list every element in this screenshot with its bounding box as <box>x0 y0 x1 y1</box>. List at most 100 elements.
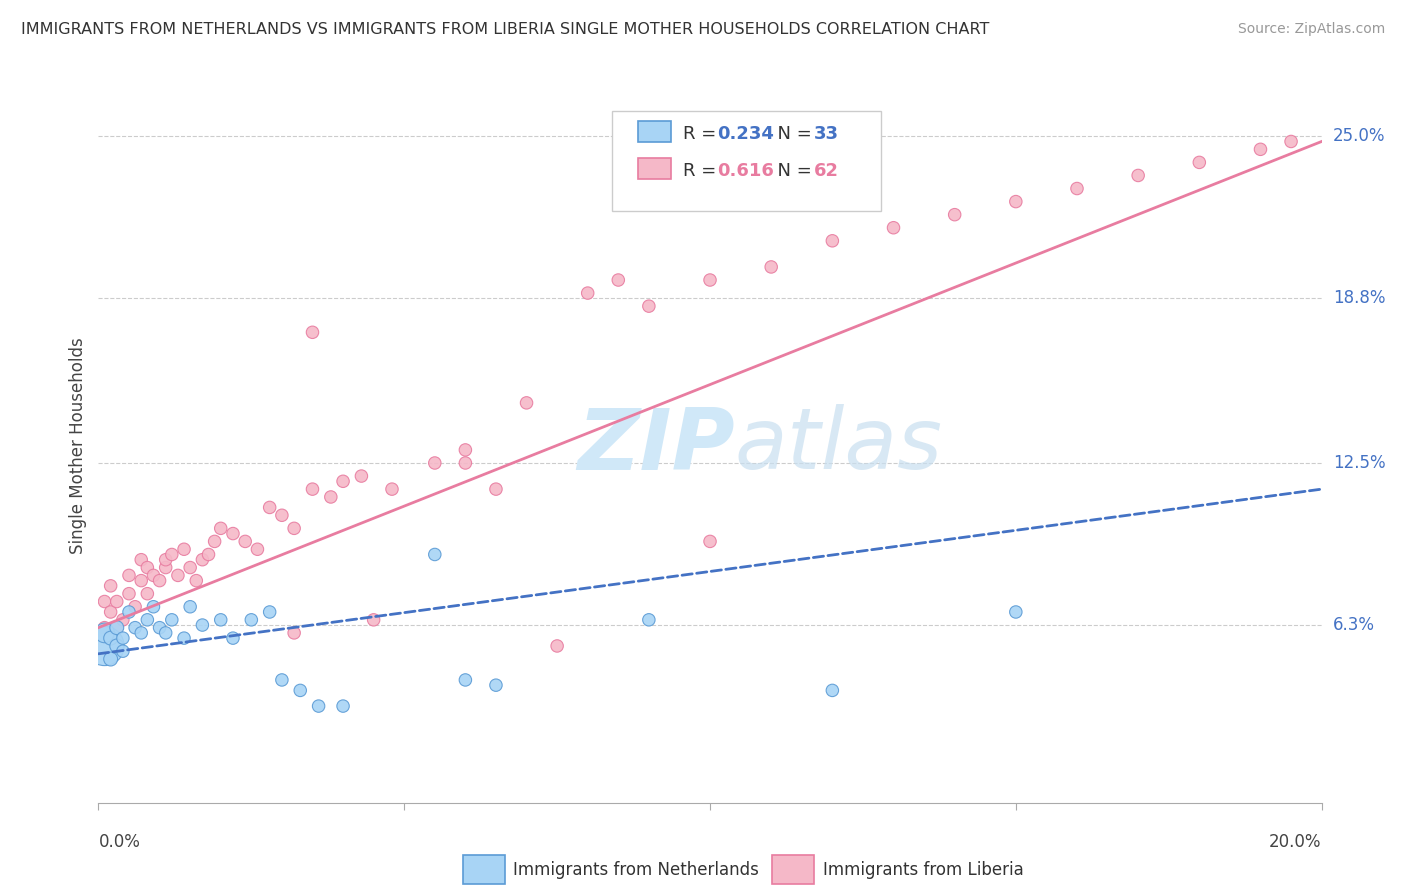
Point <box>301 326 323 340</box>
Point <box>179 560 201 574</box>
Point <box>129 552 152 566</box>
Point <box>186 574 208 588</box>
Text: N =: N = <box>766 125 818 143</box>
Point <box>149 574 172 588</box>
Point <box>637 613 661 627</box>
Point <box>149 621 172 635</box>
Point <box>821 683 844 698</box>
Point <box>332 699 354 714</box>
Point <box>222 526 245 541</box>
Point <box>105 639 128 653</box>
Point <box>1004 605 1026 619</box>
Point <box>485 678 508 692</box>
Point <box>637 299 661 313</box>
Point <box>381 482 404 496</box>
Point <box>607 273 630 287</box>
FancyBboxPatch shape <box>612 111 882 211</box>
Point <box>129 626 152 640</box>
Point <box>142 599 165 614</box>
Point <box>136 613 159 627</box>
Point <box>105 594 128 608</box>
Point <box>1249 142 1271 156</box>
Point <box>233 534 256 549</box>
Text: R =: R = <box>683 162 723 180</box>
Point <box>290 683 312 698</box>
Point <box>332 475 354 489</box>
Point <box>259 500 281 515</box>
Point <box>423 548 446 562</box>
Point <box>319 490 342 504</box>
Point <box>209 613 232 627</box>
Point <box>173 631 195 645</box>
Point <box>160 613 183 627</box>
Text: 18.8%: 18.8% <box>1333 289 1385 308</box>
Point <box>699 273 721 287</box>
Y-axis label: Single Mother Households: Single Mother Households <box>69 338 87 554</box>
Point <box>821 234 844 248</box>
Text: 62: 62 <box>814 162 839 180</box>
Text: 0.616: 0.616 <box>717 162 775 180</box>
Point <box>173 542 195 557</box>
Point <box>142 568 165 582</box>
Text: 0.234: 0.234 <box>717 125 775 143</box>
Point <box>204 534 226 549</box>
Point <box>118 605 141 619</box>
Point <box>105 621 128 635</box>
Text: 33: 33 <box>814 125 839 143</box>
Point <box>118 568 141 582</box>
Point <box>259 605 281 619</box>
Text: 20.0%: 20.0% <box>1270 833 1322 851</box>
Point <box>222 631 245 645</box>
Point <box>301 482 323 496</box>
Text: 6.3%: 6.3% <box>1333 616 1375 634</box>
Point <box>1004 194 1026 209</box>
Point <box>246 542 269 557</box>
Point <box>308 699 330 714</box>
Point <box>93 639 115 653</box>
Point <box>191 618 214 632</box>
Point <box>124 621 146 635</box>
Point <box>100 652 122 666</box>
Point <box>179 599 201 614</box>
Point <box>423 456 446 470</box>
Point <box>943 208 966 222</box>
Point <box>111 644 134 658</box>
Point <box>454 673 477 687</box>
Point <box>93 594 115 608</box>
Point <box>1188 155 1211 169</box>
Point <box>100 631 122 645</box>
Point <box>363 613 385 627</box>
Point <box>283 626 305 640</box>
Text: atlas: atlas <box>734 404 942 488</box>
Point <box>209 521 232 535</box>
Point <box>516 396 538 410</box>
Text: ZIP: ZIP <box>576 404 734 488</box>
Point <box>1279 135 1302 149</box>
Point <box>270 508 292 523</box>
Point <box>167 568 190 582</box>
Point <box>93 621 115 635</box>
Text: R =: R = <box>683 125 723 143</box>
Text: 0.0%: 0.0% <box>98 833 141 851</box>
Point <box>105 621 128 635</box>
Point <box>124 599 146 614</box>
Point <box>160 548 183 562</box>
Text: 12.5%: 12.5% <box>1333 454 1385 472</box>
Point <box>454 456 477 470</box>
Point <box>155 560 177 574</box>
Point <box>155 552 177 566</box>
Point <box>759 260 782 274</box>
Point <box>197 548 219 562</box>
Text: 25.0%: 25.0% <box>1333 128 1385 145</box>
Point <box>136 560 159 574</box>
Text: IMMIGRANTS FROM NETHERLANDS VS IMMIGRANTS FROM LIBERIA SINGLE MOTHER HOUSEHOLDS : IMMIGRANTS FROM NETHERLANDS VS IMMIGRANT… <box>21 22 990 37</box>
Point <box>93 626 115 640</box>
Point <box>1128 169 1150 183</box>
Text: Source: ZipAtlas.com: Source: ZipAtlas.com <box>1237 22 1385 37</box>
Point <box>350 469 373 483</box>
FancyBboxPatch shape <box>638 121 671 142</box>
Point <box>129 574 152 588</box>
Point <box>883 220 905 235</box>
Point <box>699 534 721 549</box>
Point <box>1066 181 1088 195</box>
